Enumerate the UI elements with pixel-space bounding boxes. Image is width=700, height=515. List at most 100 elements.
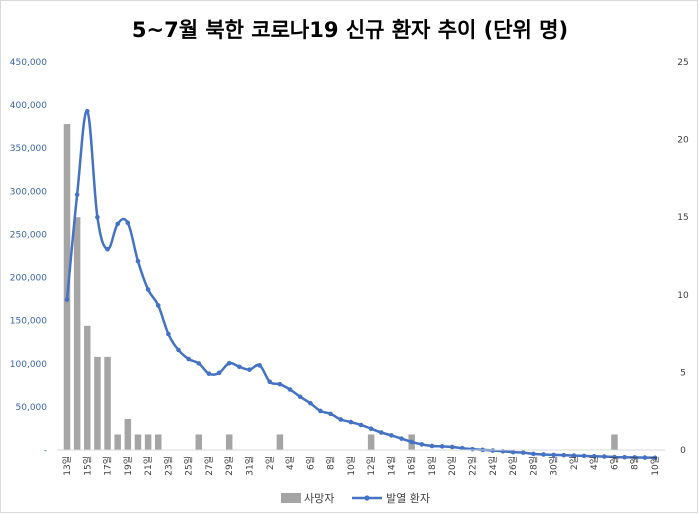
fever-point [439,444,445,449]
fever-point [125,220,131,226]
legend: 사망자 발열 환자 [281,492,430,505]
x-tick-label: 20일 [447,456,458,476]
x-tick-label: 14일 [386,456,397,476]
fever-point [135,258,141,264]
x-tick-label: 21일 [143,456,154,476]
fever-point [338,417,344,422]
fever-point [64,297,70,302]
fever-point [297,394,303,400]
fever-point [267,379,273,385]
death-bar [73,217,81,450]
death-bar [367,434,375,450]
death-bar [195,434,203,450]
x-axis: 13일 15일 17일 19일 21일 23일 25일 27일 29일 31일 2일 4일 6일 8일 10… [57,449,665,476]
legend-label-deaths: 사망자 [304,492,334,505]
fever-point [318,408,323,414]
fever-point [186,356,191,362]
right-tick-label: 5 [680,368,686,378]
right-tick-label: 10 [677,291,689,301]
fever-point [145,287,151,292]
fever-point [247,367,252,372]
x-tick-label: 4일 [589,456,600,470]
x-tick-label: 30일 [549,456,560,476]
fever-point [115,221,120,227]
fever-point [581,453,587,459]
fever-point [470,446,475,452]
fever-point [378,430,384,435]
left-y-axis: - 50,000 100,000 150,000 200,000 250,000 300,0… [10,58,47,456]
left-tick-label: 300,000 [10,187,47,197]
x-tick-label: 23일 [163,456,174,476]
fever-point [642,455,648,460]
x-tick-label: 6일 [609,456,620,470]
death-bar [84,325,91,450]
fever-point [429,443,435,449]
left-tick-label: 250,000 [10,230,47,240]
fever-point [74,192,80,197]
fever-point [277,381,283,387]
fever-point [632,455,638,460]
right-tick-label: 20 [677,136,689,146]
x-tick-label: 28일 [528,456,539,476]
x-tick-label: 8일 [630,456,641,470]
fever-point [551,452,556,458]
death-bar [104,356,111,450]
left-tick-label: 450,000 [10,58,47,68]
fever-point [622,454,627,460]
fever-point [105,246,110,252]
x-tick-label: 2일 [569,456,580,470]
death-bar [94,356,101,450]
fever-point [348,419,354,425]
fever-point [591,453,597,459]
fever-point [409,439,414,445]
fever-point [226,360,232,366]
x-tick-label: 6일 [305,456,316,470]
fever-line-path [65,109,656,460]
death-bar [225,434,233,450]
x-tick-label: 13일 [62,456,73,476]
x-tick-label: 26일 [508,456,519,476]
x-tick-label: 4일 [285,456,296,470]
fever-point [652,455,658,461]
death-bar [276,434,284,450]
x-tick-label: 16일 [407,456,418,476]
fever-point [490,448,496,453]
fever-point [399,436,404,441]
right-tick-label: 25 [677,58,688,68]
fever-point [449,444,455,450]
fever-point [257,363,262,368]
x-tick-label: 8일 [326,456,337,470]
x-tick-label: 27일 [204,456,215,476]
fever-point [358,422,364,428]
x-tick-label: 12일 [366,456,377,476]
death-bar [144,434,152,450]
x-tick-label: 22일 [468,456,479,476]
fever-point [571,453,577,458]
fever-point [196,361,202,366]
left-tick-label: 50,000 [16,403,48,413]
x-tick-label: 19일 [123,456,134,476]
right-y-axis: 0 5 10 15 20 25 [677,58,689,456]
x-tick-label: 29일 [224,456,235,476]
death-bar [611,434,618,450]
fever-point [95,214,100,220]
x-tick-label: 15일 [82,456,93,476]
left-tick-label: 200,000 [10,274,47,284]
x-tick-label: 17일 [103,456,114,476]
fever-point [84,108,90,114]
fever-point [155,303,161,308]
right-tick-label: 15 [677,213,688,223]
fever-point [176,347,181,353]
x-tick-label: 10일 [650,456,661,476]
left-tick-label: 150,000 [10,317,47,327]
fever-point [561,452,567,458]
x-tick-label: 31일 [244,456,255,476]
fever-point [541,452,546,457]
fever-point [287,387,293,392]
fever-point [460,445,465,451]
fever-line [64,108,658,461]
fever-point [389,433,394,438]
fever-point [166,331,171,337]
